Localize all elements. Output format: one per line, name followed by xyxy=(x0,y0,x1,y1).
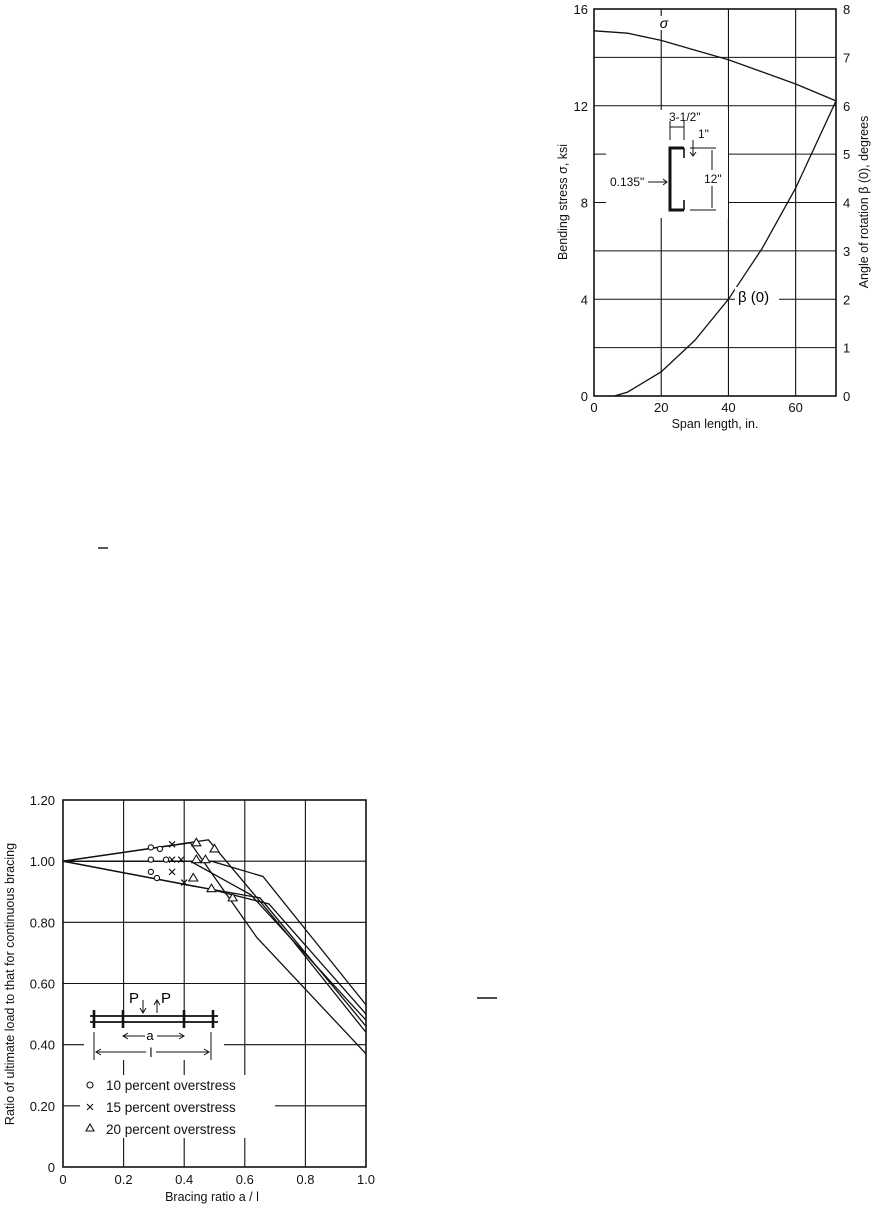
chart2-x-ticks: 0 0.2 0.4 0.6 0.8 1.0 xyxy=(59,1172,375,1187)
chart2-series-line-5 xyxy=(62,860,367,1015)
x-marker xyxy=(168,868,176,876)
chart1-left-tick-label: 8 xyxy=(581,196,588,211)
chart2-y-tick-label: 0.20 xyxy=(30,1099,55,1114)
span-label: l xyxy=(150,1045,153,1060)
chart1-right-tick-label: 4 xyxy=(843,196,850,211)
legend-20-percent: 20 percent overstress xyxy=(106,1122,236,1137)
chart2-y-tick-label: 1.00 xyxy=(30,854,55,869)
chart2-y-tick-label: 1.20 xyxy=(30,793,55,808)
triangle-marker xyxy=(205,883,217,893)
chart1-left-tick-label: 16 xyxy=(574,2,588,17)
chart1-right-tick-label: 7 xyxy=(843,50,850,65)
chart2-series-line-1 xyxy=(62,839,367,1033)
sigma-curve xyxy=(593,30,837,102)
legend-triangle-marker xyxy=(85,1122,95,1132)
legend-15-percent: 15 percent overstress xyxy=(106,1100,236,1115)
chart1-right-tick-label: 3 xyxy=(843,244,850,259)
legend-circle-marker xyxy=(86,1081,94,1089)
chart2-x-tick-label: 0.8 xyxy=(296,1172,314,1187)
circle-marker xyxy=(147,856,155,863)
x-marker xyxy=(180,879,188,886)
chart2-x-tick-label: 0.4 xyxy=(175,1172,193,1187)
chart2-series-line-6 xyxy=(62,860,367,1027)
lip-dim: 1" xyxy=(698,127,709,141)
chart1-left-tick-label: 12 xyxy=(574,99,588,114)
load-label-left: P xyxy=(129,990,139,1007)
triangle-marker xyxy=(199,854,211,864)
sigma-curve-label: σ xyxy=(660,15,669,31)
chart2-frame xyxy=(62,799,367,1168)
flange-width-dim: 3-1/2" xyxy=(669,110,701,124)
bracing-ratio-chart: 0 0.2 0.4 0.6 0.8 1.0 0 0.20 0.40 0.60 0.80 1.00 1.… xyxy=(3,793,375,1204)
chart1-frame xyxy=(593,8,837,397)
chart1-x-tick-label: 20 xyxy=(654,400,668,415)
chart2-legend: 10 percent overstress 15 percent overstr… xyxy=(80,1075,275,1138)
chart1-y-axis-label: Bending stress σ, ksi xyxy=(556,144,570,260)
chart1-left-ticks: 0 4 8 12 16 xyxy=(574,2,588,404)
chart1-x-axis-label: Span length, in. xyxy=(672,417,759,431)
triangle-marker xyxy=(187,872,199,882)
triangle-marker xyxy=(190,854,202,864)
chart1-right-tick-label: 1 xyxy=(843,341,850,356)
chart1-x-tick-label: 60 xyxy=(788,400,802,415)
channel-section-inset: 3-1/2" 1" 0.135" 12" xyxy=(606,110,728,218)
circle-marker xyxy=(147,868,155,876)
beta-label-bg xyxy=(735,287,779,307)
depth-dim: 12" xyxy=(704,172,722,186)
load-label-right: P xyxy=(161,990,171,1007)
triangle-marker xyxy=(227,892,239,902)
beta-curve-label: β (0) xyxy=(738,289,769,306)
x-marker xyxy=(168,856,176,864)
chart2-y-axis-label: Ratio of ultimate load to that for conti… xyxy=(3,843,17,1125)
spacing-label: a xyxy=(146,1028,154,1043)
circle-marker xyxy=(162,856,170,863)
chart1-left-tick-label: 4 xyxy=(581,292,588,307)
circle-marker xyxy=(153,874,161,882)
chart2-x-tick-label: 0 xyxy=(59,1172,66,1187)
beta-curve xyxy=(614,100,837,397)
chart2-y-tick-label: 0.80 xyxy=(30,915,55,930)
triangle-marker xyxy=(209,843,220,853)
chart1-right-tick-label: 2 xyxy=(843,292,850,307)
chart2-curves xyxy=(62,839,367,1055)
chart2-y-tick-label: 0 xyxy=(48,1160,55,1175)
chart2-x-tick-label: 1.0 xyxy=(357,1172,375,1187)
chart2-series-line-4 xyxy=(63,860,367,1021)
beam-sketch-inset: P P a l xyxy=(84,990,224,1060)
chart1-left-tick-label: 0 xyxy=(581,389,588,404)
chart2-y-tick-label: 0.60 xyxy=(30,977,55,992)
chart1-y2-axis-label: Angle of rotation β (0), degrees xyxy=(857,116,871,289)
chart1-right-ticks: 0 1 2 3 4 5 6 7 8 xyxy=(843,2,850,404)
thickness-dim: 0.135" xyxy=(610,175,644,189)
chart1-right-tick-label: 5 xyxy=(843,147,850,162)
chart2-x-tick-label: 0.2 xyxy=(115,1172,133,1187)
chart2-markers xyxy=(147,837,239,902)
sigma-label-bg xyxy=(657,16,671,30)
chart1-x-ticks: 0 20 40 60 xyxy=(590,400,803,415)
x-marker xyxy=(168,840,176,848)
chart2-x-tick-label: 0.6 xyxy=(236,1172,254,1187)
circle-marker xyxy=(147,844,155,851)
chart1-x-tick-label: 40 xyxy=(721,400,735,415)
chart1-right-tick-label: 6 xyxy=(843,99,850,114)
chart2-series-line-2 xyxy=(62,842,367,1055)
x-marker xyxy=(177,856,185,864)
circle-marker xyxy=(156,845,164,853)
legend-x-marker xyxy=(86,1103,94,1111)
triangle-marker xyxy=(190,837,202,847)
chart1-x-tick-label: 0 xyxy=(590,400,597,415)
chart2-y-ticks: 0 0.20 0.40 0.60 0.80 1.00 1.20 xyxy=(30,793,55,1175)
chart1-curves xyxy=(593,30,837,397)
chart1-right-tick-label: 8 xyxy=(843,2,850,17)
legend-10-percent: 10 percent overstress xyxy=(106,1078,236,1093)
chart2-y-tick-label: 0.40 xyxy=(30,1038,55,1053)
chart2-x-axis-label: Bracing ratio a / l xyxy=(165,1190,259,1204)
chart1-right-tick-label: 0 xyxy=(843,389,850,404)
